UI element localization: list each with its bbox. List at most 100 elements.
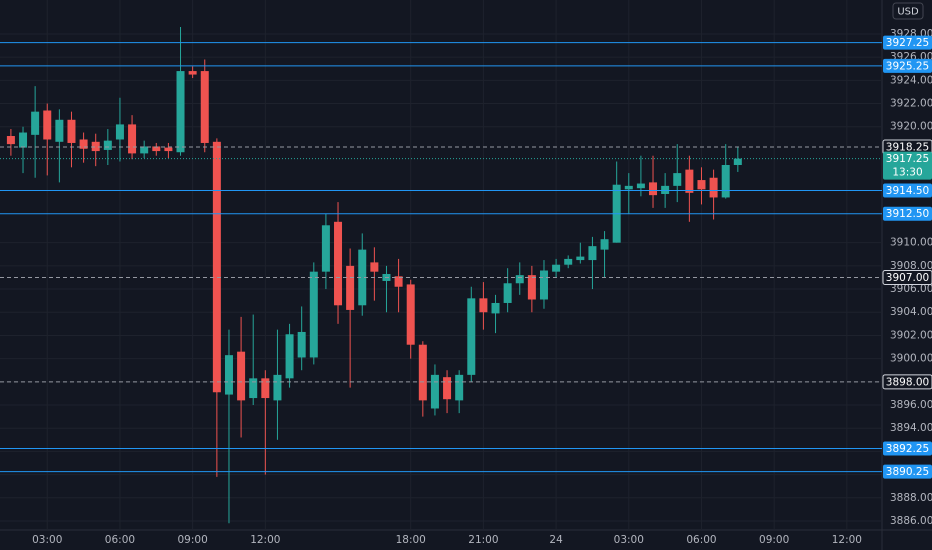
candle-body [212, 141, 221, 393]
candle-body [334, 221, 343, 306]
x-tick-label: 03:00 [614, 534, 644, 546]
candle-body [91, 141, 100, 152]
level-tag [883, 206, 932, 221]
currency[interactable]: USD [897, 7, 919, 18]
level-tag [883, 464, 932, 479]
candle-body [685, 169, 694, 193]
candle-body [79, 139, 88, 149]
candle-body [564, 258, 573, 265]
x-tick-label: 09:00 [178, 534, 208, 546]
candle-body [624, 185, 633, 190]
candle-body [588, 246, 597, 261]
level-label: 3892.25 [886, 443, 929, 455]
y-tick-label: 3896.00 [890, 399, 932, 411]
y-tick-label: 3894.00 [890, 422, 932, 434]
y-tick-label: 3908.00 [890, 260, 932, 272]
x-tick-label: 12:00 [832, 534, 862, 546]
candle-body [661, 185, 670, 194]
candle-body [709, 177, 718, 198]
candle-body [443, 377, 452, 400]
candle-body [721, 164, 730, 198]
level-tag [883, 35, 932, 50]
candle-body [19, 132, 28, 148]
candle-body [515, 275, 524, 284]
candle-body [152, 146, 161, 152]
candle-body [697, 180, 706, 190]
candle-body [237, 351, 246, 401]
candle-body [115, 124, 124, 140]
level-label: 3927.25 [886, 37, 929, 49]
candle-body [576, 256, 585, 261]
candle-body [418, 344, 427, 401]
candle-body [128, 124, 137, 154]
level-label: 3925.25 [886, 60, 929, 72]
x-tick-label: 09:00 [759, 534, 789, 546]
candle-body [503, 283, 512, 303]
countdown: 13:30 [892, 167, 922, 179]
candle-body [346, 265, 355, 310]
level-tag [882, 374, 932, 390]
candle-body [527, 275, 536, 300]
candle-body [188, 71, 197, 75]
last-price-label: 3917.25 [886, 153, 929, 165]
candle-body [733, 158, 742, 165]
level-tag [883, 441, 932, 456]
x-tick-label: 24 [549, 534, 563, 546]
candle-body [249, 378, 258, 399]
candle-body [491, 302, 500, 314]
y-tick-label: 3924.00 [890, 74, 932, 86]
candle-body [55, 119, 64, 142]
candle-body [67, 119, 76, 143]
level-tag [882, 269, 932, 285]
candle-body [261, 378, 270, 399]
candle-body [552, 264, 561, 272]
candle-body [224, 355, 233, 395]
y-tick-label: 3886.00 [890, 515, 932, 527]
y-tick-label: 3922.00 [890, 98, 932, 110]
candle-body [285, 334, 294, 379]
candle-body [309, 271, 318, 358]
x-tick-label: 21:00 [468, 534, 498, 546]
candle-body [31, 111, 40, 135]
candle-body [479, 298, 488, 313]
x-tick-label: 03:00 [32, 534, 62, 546]
x-tick-label: 06:00 [105, 534, 135, 546]
y-tick-label: 3902.00 [890, 329, 932, 341]
candle-body [649, 182, 658, 196]
currency-badge[interactable] [892, 2, 924, 20]
candle-body [600, 239, 609, 250]
y-tick-label: 3900.00 [890, 353, 932, 365]
candle-body [673, 173, 682, 186]
candle-body [103, 140, 112, 150]
level-tag [883, 58, 932, 73]
candle-body [43, 110, 52, 140]
y-tick-label: 3920.00 [890, 121, 932, 133]
level-label: 3907.00 [886, 272, 929, 284]
candle-body [370, 262, 379, 272]
candle-body [358, 249, 367, 306]
candle-body [430, 374, 439, 409]
candle-body [455, 374, 464, 401]
x-tick-label: 18:00 [396, 534, 426, 546]
y-tick-label: 3910.00 [890, 237, 932, 249]
candle-body [200, 71, 209, 143]
candle-body [406, 284, 415, 345]
last-price-tag [883, 151, 932, 180]
level-label: 3918.25 [886, 142, 929, 154]
level-label: 3914.50 [886, 185, 929, 197]
x-tick-label: 06:00 [686, 534, 716, 546]
level-label: 3890.25 [886, 466, 929, 478]
candle-body [6, 136, 15, 145]
candle-body [394, 276, 403, 287]
y-tick-label: 3904.00 [890, 306, 932, 318]
y-tick-label: 3888.00 [890, 492, 932, 504]
level-tag [883, 183, 932, 198]
candle-body [297, 331, 306, 358]
x-tick-label: 12:00 [250, 534, 280, 546]
candle-body [140, 146, 149, 154]
candle-body [176, 71, 185, 153]
candle-body [636, 183, 645, 189]
candle-body [273, 374, 282, 401]
